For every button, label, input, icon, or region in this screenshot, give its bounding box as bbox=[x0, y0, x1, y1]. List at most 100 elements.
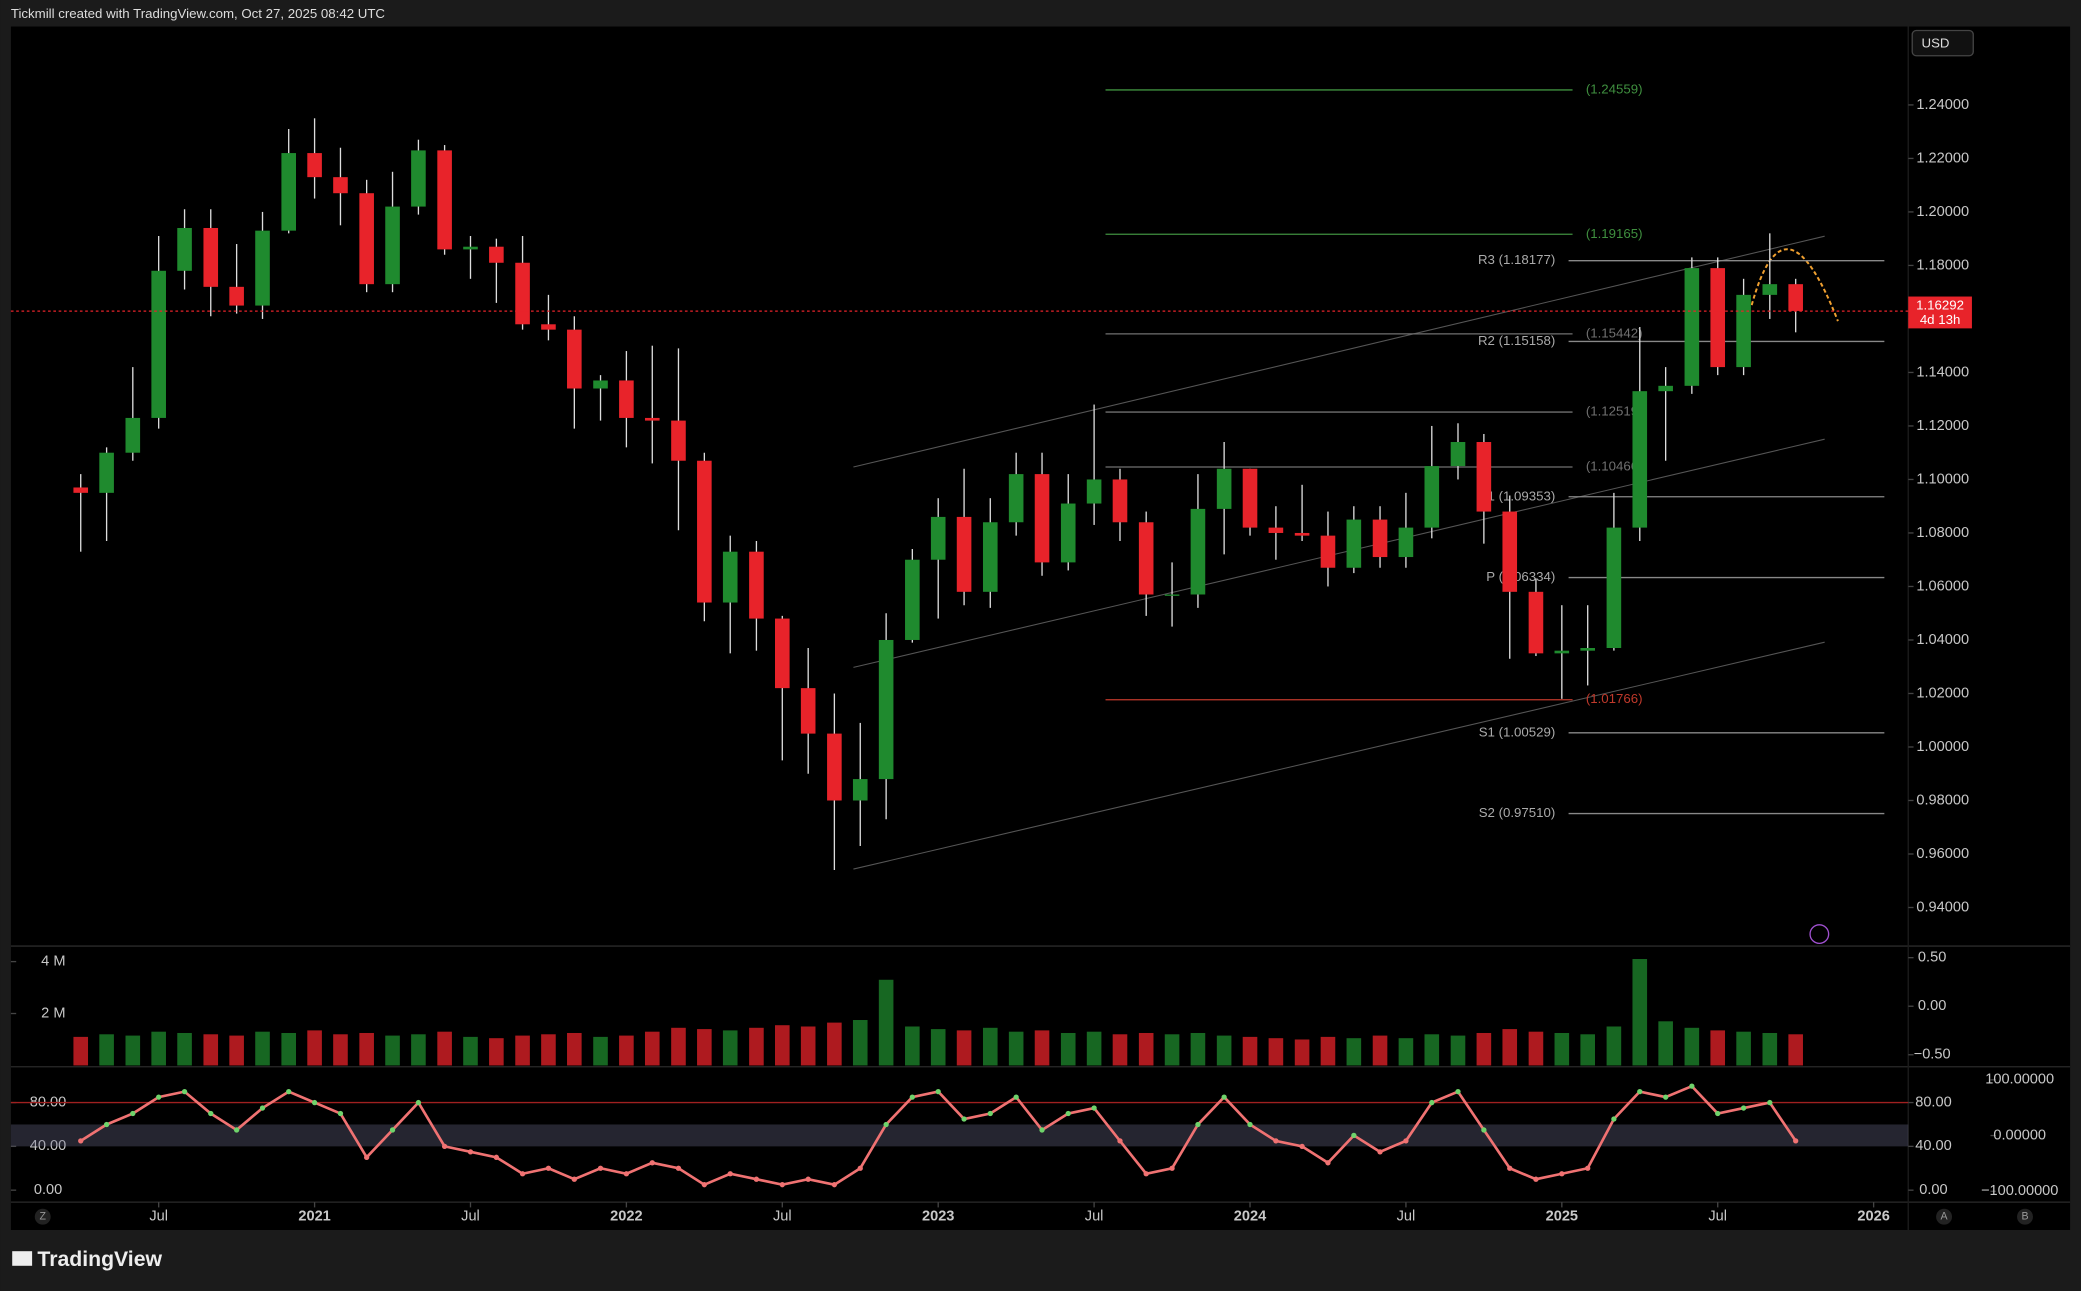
oscillator-point bbox=[259, 1105, 266, 1111]
oscillator-point bbox=[1585, 1165, 1591, 1171]
candle-body bbox=[878, 639, 894, 780]
volume-bar bbox=[1502, 1029, 1518, 1066]
oscillator-point bbox=[571, 1176, 577, 1182]
button[interactable] bbox=[34, 1208, 51, 1225]
volume-bar bbox=[1346, 1038, 1362, 1066]
y-tick-label: 2 M bbox=[41, 1005, 65, 1021]
volume-bar bbox=[411, 1034, 426, 1066]
flash-icon[interactable] bbox=[1809, 924, 1830, 945]
volume-bar bbox=[1294, 1039, 1310, 1066]
oscillator-point bbox=[364, 1154, 370, 1160]
oscillator-point bbox=[1299, 1143, 1305, 1150]
candle-body bbox=[1424, 466, 1440, 528]
candle-body bbox=[281, 153, 297, 231]
candle-body bbox=[1502, 511, 1518, 592]
volume-bar bbox=[1320, 1036, 1336, 1066]
candle-body bbox=[359, 193, 374, 285]
volume-bar bbox=[1216, 1035, 1232, 1066]
volume-bar bbox=[1190, 1032, 1206, 1066]
button[interactable] bbox=[2017, 1208, 2033, 1225]
brand-logo bbox=[12, 1251, 33, 1266]
pivot-label: R3 (1.18177) bbox=[1478, 252, 1555, 267]
y-tick-label: 0.00 bbox=[1919, 1182, 1947, 1198]
volume-bar bbox=[1528, 1031, 1544, 1066]
volume-bar bbox=[1268, 1038, 1284, 1066]
x-tick-label: Jul bbox=[1708, 1209, 1727, 1225]
oscillator-point bbox=[1715, 1110, 1721, 1117]
volume-bar bbox=[905, 1026, 920, 1066]
candle-body bbox=[177, 227, 192, 271]
fib-label: (1.01766) bbox=[1586, 691, 1643, 706]
volume-bar bbox=[541, 1034, 556, 1066]
y-tick-label: 1.24000 bbox=[1916, 97, 1969, 113]
currency[interactable]: USD bbox=[1922, 35, 1950, 50]
volume-bar bbox=[775, 1025, 790, 1066]
volume-bar bbox=[515, 1035, 530, 1066]
oscillator-point bbox=[961, 1116, 967, 1122]
y-tick-label: 0.96000 bbox=[1916, 846, 1969, 862]
y-tick-label: 1.12000 bbox=[1916, 418, 1969, 434]
fib-label: (1.12519) bbox=[1586, 404, 1643, 419]
y-tick-label: 0.98000 bbox=[1916, 792, 1969, 808]
candle-body bbox=[852, 779, 868, 801]
candle-body bbox=[307, 153, 322, 178]
button-label[interactable]: Z bbox=[39, 1210, 46, 1222]
oscillator-point bbox=[78, 1138, 84, 1144]
candle-body bbox=[1320, 535, 1336, 568]
oscillator-point bbox=[1143, 1171, 1149, 1177]
volume-bar bbox=[800, 1026, 816, 1066]
candle-body bbox=[1450, 442, 1466, 467]
x-tick-label: 2026 bbox=[1857, 1209, 1889, 1225]
candle-body bbox=[1190, 508, 1206, 595]
candle-body bbox=[151, 270, 166, 418]
oscillator-point bbox=[1325, 1160, 1331, 1166]
oscillator-point bbox=[1221, 1094, 1227, 1100]
button-label[interactable]: B bbox=[2021, 1210, 2028, 1222]
candle-body bbox=[1216, 468, 1232, 509]
oscillator-point bbox=[1065, 1110, 1071, 1117]
y-tick-label: 40.00 bbox=[30, 1138, 66, 1154]
candle-body bbox=[1476, 442, 1492, 512]
oscillator-point bbox=[286, 1088, 292, 1095]
oscillator-point bbox=[1507, 1165, 1513, 1171]
candle-body bbox=[1606, 527, 1622, 649]
volume-bar bbox=[1710, 1030, 1726, 1066]
volume-bar bbox=[671, 1027, 686, 1066]
oscillator-point bbox=[103, 1121, 110, 1128]
oscillator-point bbox=[1533, 1176, 1539, 1182]
button-label[interactable]: A bbox=[1941, 1210, 1949, 1222]
oscillator-point bbox=[1273, 1138, 1279, 1144]
volume-bar bbox=[1736, 1031, 1751, 1066]
candle-body bbox=[125, 417, 141, 453]
button[interactable] bbox=[1936, 1208, 1953, 1225]
candle-body bbox=[593, 380, 608, 389]
volume-bar bbox=[255, 1031, 270, 1066]
candle-body bbox=[930, 516, 946, 560]
candle-body bbox=[1346, 519, 1362, 568]
oscillator-point bbox=[208, 1110, 214, 1117]
oscillator-point bbox=[909, 1094, 915, 1100]
candle-body bbox=[905, 559, 920, 640]
x-tick-label: Jul bbox=[1397, 1209, 1416, 1225]
candle-body bbox=[1086, 479, 1102, 504]
currency-box[interactable] bbox=[1911, 29, 1974, 57]
volume-bar bbox=[1476, 1032, 1492, 1066]
candle-body bbox=[1710, 268, 1726, 368]
oscillator-point bbox=[1117, 1138, 1123, 1144]
fib-label: (1.19165) bbox=[1586, 226, 1643, 241]
oscillator-point bbox=[857, 1165, 863, 1171]
y-tick-label: 1.20000 bbox=[1916, 204, 1969, 220]
oscillator-point bbox=[1455, 1088, 1461, 1095]
candle-body bbox=[1242, 468, 1258, 528]
volume-bar bbox=[1762, 1032, 1778, 1066]
oscillator-point bbox=[1169, 1165, 1175, 1171]
oscillator-point bbox=[467, 1149, 474, 1155]
candle-body bbox=[800, 688, 816, 734]
pivot-label: R2 (1.15158) bbox=[1478, 333, 1555, 348]
y-tick-label: 0.94000 bbox=[1916, 899, 1969, 915]
x-tick-label: 2025 bbox=[1546, 1209, 1578, 1225]
channel-line bbox=[853, 641, 1825, 870]
volume-bar bbox=[1424, 1034, 1440, 1066]
volume-bar bbox=[1138, 1032, 1154, 1066]
